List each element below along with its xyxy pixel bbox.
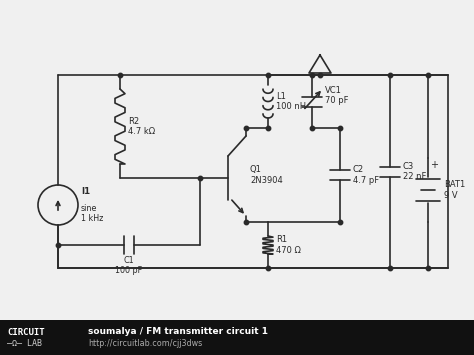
Text: R1
470 Ω: R1 470 Ω bbox=[276, 235, 301, 255]
Text: http://circuitlab.com/cjj3dws: http://circuitlab.com/cjj3dws bbox=[88, 339, 202, 348]
Text: —Ω— LAB: —Ω— LAB bbox=[7, 339, 42, 348]
Text: L1
100 nH: L1 100 nH bbox=[276, 92, 306, 111]
Text: C3
22 nF: C3 22 nF bbox=[403, 162, 427, 181]
Text: +: + bbox=[430, 160, 438, 170]
Text: C1
100 pF: C1 100 pF bbox=[116, 256, 143, 275]
Text: Q1
2N3904: Q1 2N3904 bbox=[250, 165, 283, 185]
Text: R2
4.7 kΩ: R2 4.7 kΩ bbox=[128, 117, 155, 136]
Text: I1: I1 bbox=[81, 187, 90, 196]
Text: VC1
70 pF: VC1 70 pF bbox=[325, 86, 348, 105]
Polygon shape bbox=[309, 55, 331, 73]
Bar bbox=[0, 320, 474, 355]
Text: C2
4.7 pF: C2 4.7 pF bbox=[353, 165, 379, 185]
Text: BAT1
9 V: BAT1 9 V bbox=[444, 180, 465, 200]
Text: sine
1 kHz: sine 1 kHz bbox=[81, 204, 103, 223]
Text: CIRCUIT: CIRCUIT bbox=[7, 328, 45, 337]
Text: soumalya / FM transmitter circuit 1: soumalya / FM transmitter circuit 1 bbox=[88, 327, 268, 336]
